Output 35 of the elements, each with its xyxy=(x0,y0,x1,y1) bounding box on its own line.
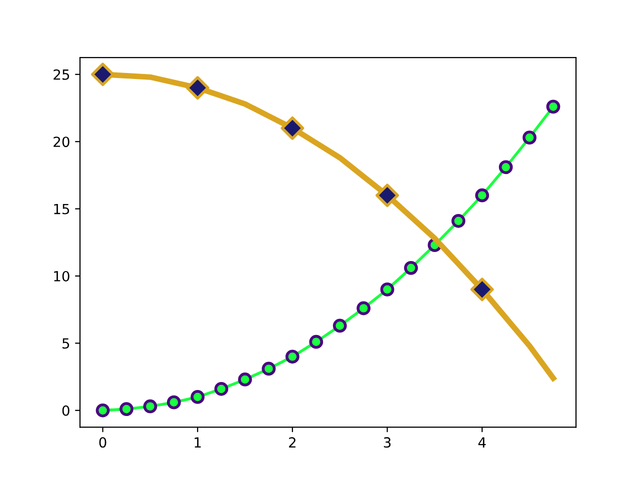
point xyxy=(380,282,394,296)
y-tick-label: 0 xyxy=(62,405,70,416)
point xyxy=(376,184,399,208)
point xyxy=(522,130,536,145)
x-tick-label: 3 xyxy=(384,437,391,448)
y-tick-label: 10 xyxy=(54,270,70,282)
y-tick-label: 5 xyxy=(62,338,70,349)
y-tick-label: 25 xyxy=(54,69,70,80)
y-tick-label: 15 xyxy=(54,204,70,214)
point xyxy=(214,382,228,396)
point xyxy=(166,395,181,410)
point xyxy=(309,334,324,349)
point xyxy=(238,372,252,386)
point xyxy=(332,318,347,333)
point xyxy=(91,62,114,86)
point xyxy=(470,278,494,302)
point xyxy=(356,301,371,316)
point xyxy=(190,390,205,404)
point xyxy=(280,116,304,140)
point xyxy=(451,214,466,228)
x-tick-label: 1 xyxy=(194,437,201,448)
point xyxy=(404,260,418,275)
point xyxy=(498,160,513,174)
point xyxy=(120,402,134,416)
point xyxy=(96,403,110,418)
point xyxy=(285,350,300,364)
x-tick-label: 0 xyxy=(99,437,106,448)
point xyxy=(143,399,158,414)
x-tick-label: 2 xyxy=(289,437,296,448)
point xyxy=(262,362,276,376)
point xyxy=(186,76,210,100)
point xyxy=(546,100,560,114)
y-tick-label: 20 xyxy=(54,136,70,148)
point xyxy=(475,188,490,202)
x-tick-label: 4 xyxy=(478,437,486,448)
